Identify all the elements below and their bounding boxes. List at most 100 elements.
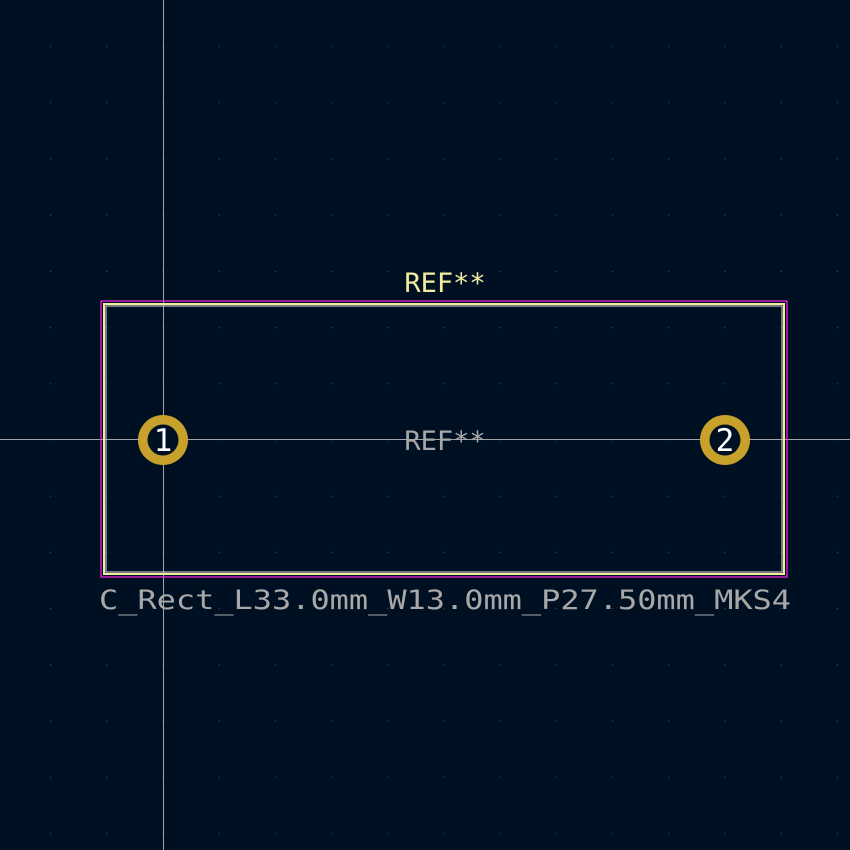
grid-dot: [780, 776, 782, 778]
grid-dot: [50, 551, 52, 553]
grid-dot: [836, 776, 838, 778]
grid-dot: [555, 270, 557, 272]
grid-dot: [499, 270, 501, 272]
grid-dot: [274, 46, 276, 48]
grid-dot: [50, 664, 52, 666]
grid-dot: [50, 832, 52, 834]
grid-dot: [106, 832, 108, 834]
grid-dot: [274, 270, 276, 272]
grid-dot: [106, 383, 108, 385]
grid-dot: [836, 608, 838, 610]
grid-dot: [612, 383, 614, 385]
grid-dot: [780, 270, 782, 272]
grid-dot: [387, 158, 389, 160]
grid-dot: [50, 776, 52, 778]
grid-dot: [274, 608, 276, 610]
grid-dot: [668, 158, 670, 160]
grid-dot: [443, 495, 445, 497]
pad-2[interactable]: 2: [700, 415, 750, 465]
grid-dot: [555, 495, 557, 497]
grid-dot: [331, 102, 333, 104]
grid-dot: [331, 551, 333, 553]
grid-dot: [106, 551, 108, 553]
grid-dot: [274, 551, 276, 553]
grid-dot: [218, 776, 220, 778]
reference-designator-top[interactable]: REF**: [404, 268, 485, 299]
grid-dot: [612, 776, 614, 778]
footprint-value-label[interactable]: C_Rect_L33.0mm_W13.0mm_P27.50mm_MKS4: [99, 585, 791, 616]
grid-dot: [724, 551, 726, 553]
reference-designator-fab[interactable]: REF**: [404, 426, 485, 457]
grid-dot: [836, 720, 838, 722]
grid-dot: [612, 664, 614, 666]
grid-dot: [780, 832, 782, 834]
grid-dot: [668, 832, 670, 834]
grid-dot: [387, 46, 389, 48]
grid-dot: [274, 327, 276, 329]
grid-dot: [555, 608, 557, 610]
grid-dot: [50, 158, 52, 160]
grid-dot: [499, 608, 501, 610]
grid-dot: [499, 214, 501, 216]
grid-dot: [218, 495, 220, 497]
grid-dot: [724, 720, 726, 722]
grid-dot: [274, 664, 276, 666]
grid-dot: [499, 383, 501, 385]
grid-dot: [387, 102, 389, 104]
grid-dot: [612, 608, 614, 610]
grid-dot: [724, 102, 726, 104]
grid-dot: [836, 270, 838, 272]
grid-dot: [724, 383, 726, 385]
grid-dot: [218, 832, 220, 834]
grid-dot: [612, 270, 614, 272]
grid-dot: [612, 46, 614, 48]
grid-dot: [50, 383, 52, 385]
grid-dot: [331, 664, 333, 666]
silkscreen-outline[interactable]: [103, 303, 785, 575]
grid-dot: [106, 495, 108, 497]
grid-dot: [106, 158, 108, 160]
grid-dot: [668, 664, 670, 666]
grid-dot: [274, 383, 276, 385]
grid-dot: [50, 327, 52, 329]
grid-dot: [555, 720, 557, 722]
grid-dot: [387, 832, 389, 834]
grid-dot: [274, 495, 276, 497]
grid-dot: [387, 383, 389, 385]
grid-dot: [780, 102, 782, 104]
grid-dot: [555, 46, 557, 48]
grid-dot: [836, 102, 838, 104]
grid-dot: [668, 214, 670, 216]
grid-dot: [612, 551, 614, 553]
pad-1[interactable]: 1: [138, 415, 188, 465]
grid-dot: [555, 102, 557, 104]
grid-dot: [724, 46, 726, 48]
grid-dot: [499, 158, 501, 160]
grid-dot: [499, 664, 501, 666]
grid-dot: [218, 608, 220, 610]
grid-dot: [668, 46, 670, 48]
grid-dot: [836, 551, 838, 553]
grid-dot: [274, 720, 276, 722]
grid-dot: [274, 214, 276, 216]
grid-dot: [331, 495, 333, 497]
grid-dot: [724, 832, 726, 834]
grid-dot: [387, 270, 389, 272]
grid-dot: [668, 495, 670, 497]
grid-dot: [331, 158, 333, 160]
courtyard-outline[interactable]: [100, 300, 788, 578]
grid-dot: [443, 551, 445, 553]
grid-dot: [443, 664, 445, 666]
grid-dot: [780, 608, 782, 610]
grid-dot: [218, 46, 220, 48]
grid-dot: [443, 270, 445, 272]
grid-dot: [218, 664, 220, 666]
grid-dot: [218, 551, 220, 553]
grid-dot: [387, 776, 389, 778]
grid-dot: [443, 720, 445, 722]
grid-dot: [612, 102, 614, 104]
grid-dot: [50, 608, 52, 610]
grid-dot: [443, 608, 445, 610]
grid-dot: [331, 327, 333, 329]
